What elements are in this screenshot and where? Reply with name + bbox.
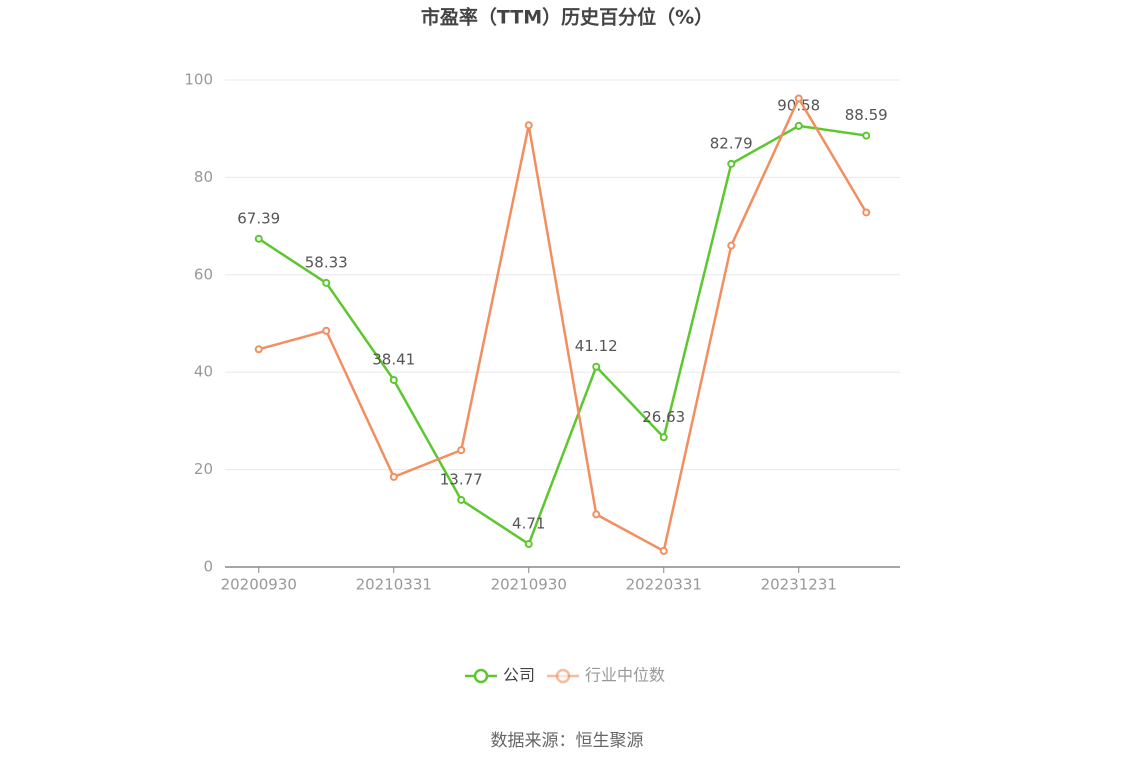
legend-label: 公司 [503, 666, 535, 685]
x-tick-label: 20231231 [761, 576, 837, 594]
point [322, 326, 331, 335]
point [592, 362, 601, 371]
y-tick-label: 100 [184, 71, 213, 89]
data-label: 13.77 [440, 470, 483, 488]
data-label: 41.12 [575, 337, 618, 355]
point [524, 121, 533, 130]
series-line [258, 95, 868, 553]
point [794, 121, 803, 130]
chart-title: 市盈率（TTM）历史百分位（%） [421, 6, 713, 29]
legend-icon [555, 668, 571, 684]
point [862, 131, 871, 140]
x-tick-label: 20210331 [356, 576, 432, 594]
point [592, 510, 601, 519]
data-label: 4.71 [512, 515, 545, 533]
x-tick-label: 20220331 [626, 576, 702, 594]
point [389, 375, 398, 384]
point [794, 94, 803, 103]
point [727, 241, 736, 250]
data-label: 82.79 [710, 134, 753, 152]
y-tick-label: 80 [194, 168, 213, 186]
series-line [258, 124, 867, 546]
point [659, 433, 668, 442]
point [727, 159, 736, 168]
point [862, 208, 871, 217]
point [659, 546, 668, 555]
point [322, 278, 331, 287]
data-label: 58.33 [305, 253, 348, 271]
point [457, 446, 466, 455]
legend-icon [473, 668, 489, 684]
point [254, 345, 263, 354]
data-label: 88.59 [845, 106, 888, 124]
y-tick-label: 40 [194, 363, 213, 381]
y-tick-label: 60 [194, 265, 213, 283]
point [524, 540, 533, 549]
point [254, 234, 263, 243]
data-label: 26.63 [642, 408, 685, 426]
point [457, 495, 466, 504]
legend-label: 行业中位数 [585, 666, 665, 685]
x-tick-label: 20210930 [491, 576, 567, 594]
data-label: 67.39 [237, 209, 280, 227]
x-tick-label: 20200930 [221, 576, 297, 594]
data-label: 38.41 [372, 350, 415, 368]
data-label: 90.58 [777, 96, 820, 114]
point [389, 472, 398, 481]
y-tick-label: 20 [194, 460, 213, 478]
y-tick-label: 0 [203, 558, 213, 576]
source: 数据来源：恒生聚源 [491, 731, 644, 751]
